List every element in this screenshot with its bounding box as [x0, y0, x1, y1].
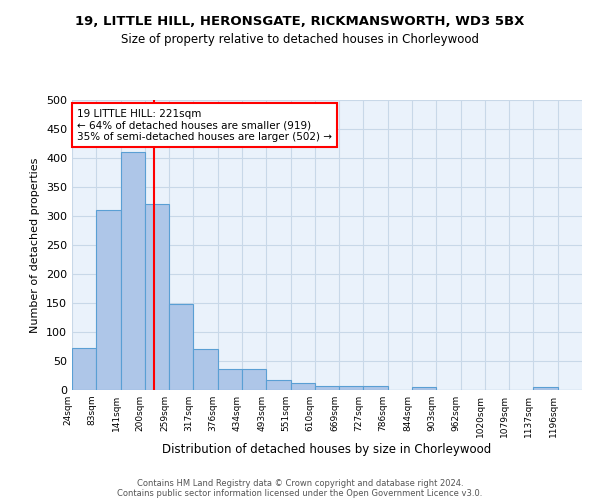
Bar	[290, 383, 315, 390]
Text: 19 LITTLE HILL: 221sqm
← 64% of detached houses are smaller (919)
35% of semi-de: 19 LITTLE HILL: 221sqm ← 64% of detached…	[77, 108, 332, 142]
Text: Contains public sector information licensed under the Open Government Licence v3: Contains public sector information licen…	[118, 488, 482, 498]
Bar	[121, 152, 145, 390]
Bar	[412, 387, 436, 390]
Text: Contains HM Land Registry data © Crown copyright and database right 2024.: Contains HM Land Registry data © Crown c…	[137, 478, 463, 488]
Bar	[364, 386, 388, 390]
Bar	[218, 368, 242, 390]
Bar	[242, 368, 266, 390]
Bar	[339, 386, 364, 390]
Y-axis label: Number of detached properties: Number of detached properties	[31, 158, 40, 332]
Bar	[266, 380, 290, 390]
Bar	[169, 304, 193, 390]
Bar	[533, 387, 558, 390]
Bar	[96, 210, 121, 390]
Text: 19, LITTLE HILL, HERONSGATE, RICKMANSWORTH, WD3 5BX: 19, LITTLE HILL, HERONSGATE, RICKMANSWOR…	[76, 15, 524, 28]
Text: Size of property relative to detached houses in Chorleywood: Size of property relative to detached ho…	[121, 32, 479, 46]
Bar	[193, 350, 218, 390]
Bar	[72, 348, 96, 390]
X-axis label: Distribution of detached houses by size in Chorleywood: Distribution of detached houses by size …	[163, 442, 491, 456]
Bar	[315, 386, 339, 390]
Bar	[145, 204, 169, 390]
